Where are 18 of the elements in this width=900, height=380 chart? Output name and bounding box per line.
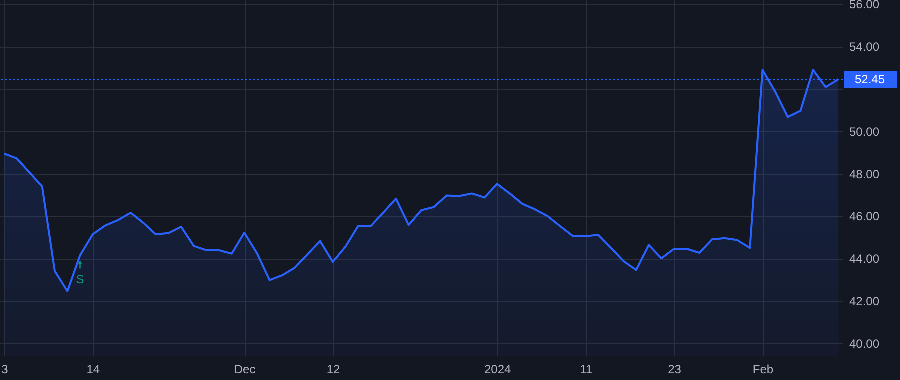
y-tick-label: 54.00 [850, 40, 880, 54]
y-tick-label: 44.00 [850, 252, 880, 266]
x-tick-label: 14 [86, 362, 100, 376]
x-tick-label: 12 [326, 362, 341, 376]
annotation: S [76, 272, 84, 287]
y-tick-label: 42.00 [850, 294, 880, 308]
x-tick-label: 23 [668, 362, 682, 376]
ref-line-label: 52.45 [854, 72, 886, 86]
x-tick-label: Dec [234, 362, 256, 376]
y-tick-label: 46.00 [850, 210, 880, 224]
x-tick-label: 3 [2, 362, 9, 376]
x-tick-label: 2024 [484, 362, 512, 376]
y-tick-label: 56.00 [850, 0, 880, 12]
y-tick-label: 48.00 [850, 167, 880, 182]
x-tick-label: 11 [580, 362, 593, 376]
x-tick-label: Feb [752, 362, 774, 376]
y-tick-label: 50.00 [850, 124, 880, 139]
y-tick-label: 40.00 [850, 336, 880, 351]
